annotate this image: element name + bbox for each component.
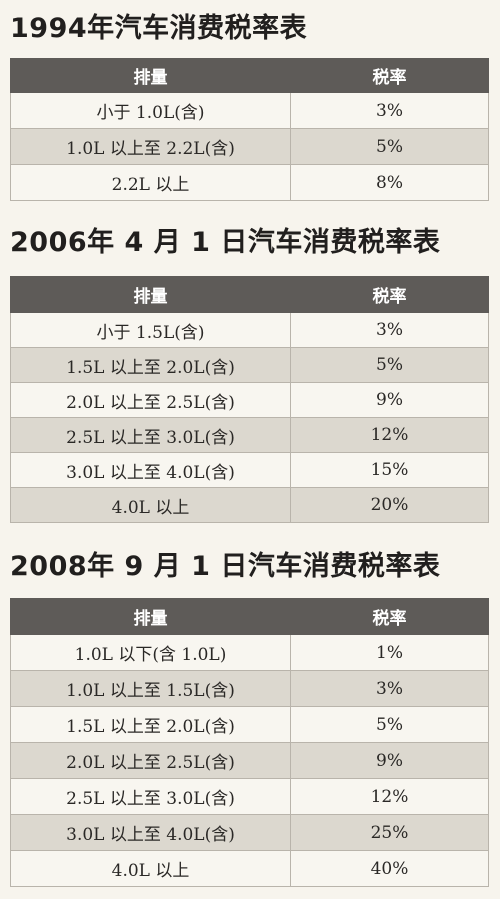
table-row: 1.5L 以上至 2.0L(含) 5% [10,706,489,743]
displacement-cell: 2.5L 以上至 3.0L(含) [10,778,291,815]
displacement-cell: 3.0L 以上至 4.0L(含) [10,452,291,488]
tax-rate-cell: 8% [290,164,489,201]
table-row: 1.0L 以上至 1.5L(含) 3% [10,670,489,707]
table-row: 小于 1.0L(含) 3% [10,92,489,129]
tax-rate-cell: 40% [290,850,489,887]
table-row: 2.0L 以上至 2.5L(含) 9% [10,382,489,418]
tax-rate-cell: 12% [290,417,489,453]
table-header-row: 排量 税率 [10,598,489,635]
header-tax-rate: 税率 [290,276,489,313]
table-title: 2008年 9 月 1 日汽车消费税率表 [10,551,441,582]
table-row: 4.0L 以上 20% [10,487,489,523]
table-title: 2006年 4 月 1 日汽车消费税率表 [10,227,441,258]
tax-rate-cell: 5% [290,706,489,743]
tax-rate-table: 排量 税率 1.0L 以下(含 1.0L) 1% 1.0L 以上至 1.5L(含… [10,598,489,887]
table-row: 2.5L 以上至 3.0L(含) 12% [10,417,489,453]
tax-rate-cell: 25% [290,814,489,851]
header-tax-rate: 税率 [290,598,489,635]
tax-rate-cell: 5% [290,128,489,165]
tax-rate-cell: 9% [290,742,489,779]
table-row: 1.0L 以下(含 1.0L) 1% [10,634,489,671]
displacement-cell: 1.0L 以下(含 1.0L) [10,634,291,671]
displacement-cell: 2.0L 以上至 2.5L(含) [10,382,291,418]
tax-rate-cell: 9% [290,382,489,418]
table-row: 2.5L 以上至 3.0L(含) 12% [10,778,489,815]
table-header-row: 排量 税率 [10,276,489,313]
table-row: 1.5L 以上至 2.0L(含) 5% [10,347,489,383]
displacement-cell: 1.5L 以上至 2.0L(含) [10,347,291,383]
table-row: 2.2L 以上 8% [10,164,489,201]
tax-rate-cell: 5% [290,347,489,383]
displacement-cell: 3.0L 以上至 4.0L(含) [10,814,291,851]
displacement-cell: 1.0L 以上至 2.2L(含) [10,128,291,165]
header-tax-rate: 税率 [290,58,489,93]
tax-rate-cell: 12% [290,778,489,815]
tax-rate-cell: 15% [290,452,489,488]
tax-rate-cell: 20% [290,487,489,523]
header-displacement: 排量 [10,58,291,93]
displacement-cell: 小于 1.5L(含) [10,312,291,348]
displacement-cell: 4.0L 以上 [10,850,291,887]
displacement-cell: 2.0L 以上至 2.5L(含) [10,742,291,779]
displacement-cell: 4.0L 以上 [10,487,291,523]
displacement-cell: 1.0L 以上至 1.5L(含) [10,670,291,707]
tax-rate-cell: 3% [290,92,489,129]
displacement-cell: 1.5L 以上至 2.0L(含) [10,706,291,743]
header-displacement: 排量 [10,276,291,313]
tax-rate-table: 排量 税率 小于 1.5L(含) 3% 1.5L 以上至 2.0L(含) 5% … [10,276,489,523]
tax-rate-cell: 1% [290,634,489,671]
tax-rate-table: 排量 税率 小于 1.0L(含) 3% 1.0L 以上至 2.2L(含) 5% … [10,58,489,201]
table-row: 小于 1.5L(含) 3% [10,312,489,348]
displacement-cell: 2.5L 以上至 3.0L(含) [10,417,291,453]
table-row: 3.0L 以上至 4.0L(含) 15% [10,452,489,488]
table-row: 2.0L 以上至 2.5L(含) 9% [10,742,489,779]
table-row: 3.0L 以上至 4.0L(含) 25% [10,814,489,851]
table-row: 1.0L 以上至 2.2L(含) 5% [10,128,489,165]
table-row: 4.0L 以上 40% [10,850,489,887]
header-displacement: 排量 [10,598,291,635]
table-header-row: 排量 税率 [10,58,489,93]
tax-rate-cell: 3% [290,670,489,707]
displacement-cell: 2.2L 以上 [10,164,291,201]
table-title: 1994年汽车消费税率表 [10,13,308,44]
displacement-cell: 小于 1.0L(含) [10,92,291,129]
tax-rate-cell: 3% [290,312,489,348]
